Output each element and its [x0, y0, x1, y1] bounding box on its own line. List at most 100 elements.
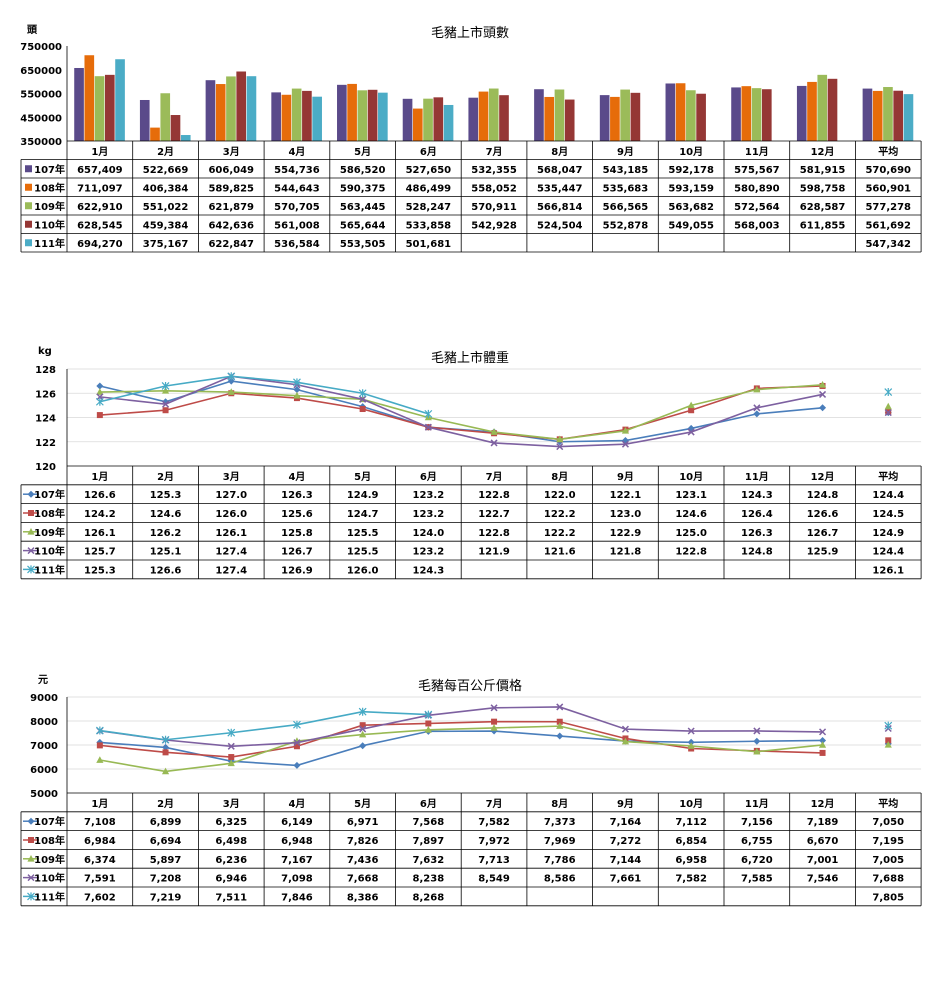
- data-label: 6,984: [84, 836, 116, 847]
- data-label: 611,855: [800, 220, 846, 231]
- data-label: 124.3: [413, 565, 445, 576]
- legend-swatch: [25, 220, 32, 228]
- legend-swatch: [25, 183, 32, 191]
- bar: [236, 71, 247, 141]
- data-label: 563,682: [668, 202, 714, 213]
- series-line: [99, 725, 823, 773]
- category-label: 12月: [811, 146, 835, 158]
- data-label: 126.0: [215, 509, 247, 520]
- data-label: 553,505: [340, 239, 386, 250]
- bar: [226, 76, 236, 141]
- data-label: 552,878: [603, 220, 649, 231]
- data-label: 124.9: [347, 490, 379, 501]
- legend-label: 110年: [34, 218, 65, 231]
- data-label: 6,694: [150, 836, 182, 847]
- data-label: 5,897: [150, 855, 182, 866]
- data-label: 124.3: [741, 490, 773, 501]
- data-point-8: [621, 725, 629, 733]
- bar: [215, 84, 226, 141]
- data-label: 628,545: [77, 220, 123, 231]
- data-label: 7,546: [807, 874, 839, 885]
- data-label: 123.2: [413, 547, 445, 558]
- data-point-legend: [27, 817, 35, 825]
- data-label: 122.1: [610, 490, 642, 501]
- data-label: 8,268: [413, 892, 445, 903]
- legend-label: 107年: [34, 163, 65, 176]
- data-label: 6,325: [215, 817, 247, 828]
- data-label: 532,355: [471, 165, 517, 176]
- data-point-12: [884, 388, 893, 397]
- category-label: 6月: [420, 798, 437, 810]
- y-axis-unit: kg: [38, 346, 52, 357]
- data-label: 126.6: [807, 509, 839, 520]
- data-point-4: [359, 730, 367, 738]
- data-label: 126.1: [872, 565, 904, 576]
- bar: [104, 74, 115, 141]
- y-tick-label: 750000: [20, 42, 62, 53]
- data-label: 126.0: [347, 565, 379, 576]
- data-label: 6,971: [347, 817, 379, 828]
- data-label: 7,632: [413, 855, 445, 866]
- data-label: 7,050: [872, 817, 904, 828]
- bar: [468, 97, 479, 141]
- data-label: 7,156: [741, 817, 773, 828]
- data-label: 122.8: [675, 547, 707, 558]
- data-label: 121.6: [544, 547, 576, 558]
- data-point-0: [96, 742, 103, 749]
- data-label: 561,008: [274, 220, 320, 231]
- category-label: 6月: [420, 146, 437, 158]
- data-point-10: [753, 737, 761, 745]
- data-label: 528,247: [406, 202, 452, 213]
- data-label: 522,669: [143, 165, 189, 176]
- data-label: 570,705: [274, 202, 320, 213]
- bar: [139, 99, 150, 141]
- data-label: 126.9: [281, 565, 313, 576]
- data-point-12: [885, 737, 892, 744]
- legend-swatch: [25, 202, 32, 210]
- series-line: [99, 375, 823, 448]
- data-label: 575,567: [734, 165, 780, 176]
- data-point-1: [161, 387, 170, 394]
- data-point-legend: [28, 837, 34, 843]
- bar: [443, 104, 454, 141]
- data-point-1: [162, 400, 170, 408]
- y-tick-label: 122: [35, 438, 56, 449]
- data-label: 123.1: [675, 490, 707, 501]
- legend-swatch: [25, 165, 32, 173]
- data-label: 124.6: [150, 509, 182, 520]
- data-point-legend: [27, 892, 35, 901]
- data-label: 122.0: [544, 490, 576, 501]
- data-label: 6,149: [281, 817, 313, 828]
- y-tick-label: 128: [35, 365, 56, 376]
- data-label: 125.5: [347, 528, 379, 539]
- data-point-9: [687, 742, 695, 749]
- data-label: 544,643: [274, 183, 320, 194]
- y-tick-label: 9000: [30, 693, 58, 704]
- legend-label: 108年: [34, 181, 65, 194]
- data-point-3: [293, 720, 301, 729]
- data-label: 124.8: [741, 547, 773, 558]
- data-label: 124.9: [872, 528, 904, 539]
- category-label: 8月: [551, 471, 568, 483]
- data-point-11: [818, 741, 827, 748]
- data-label: 527,650: [406, 165, 452, 176]
- data-label: 125.3: [150, 490, 182, 501]
- data-label: 572,564: [734, 202, 780, 213]
- data-point-4: [359, 395, 367, 403]
- y-tick-label: 550000: [20, 90, 62, 101]
- bar: [817, 74, 828, 141]
- data-label: 621,879: [208, 202, 254, 213]
- data-point-1: [161, 381, 170, 390]
- data-point-legend: [27, 874, 35, 882]
- bar: [150, 127, 160, 141]
- bar: [499, 95, 509, 141]
- data-label: 6,374: [84, 855, 116, 866]
- data-label: 7,436: [347, 855, 379, 866]
- bar: [883, 87, 893, 141]
- data-label: 549,055: [668, 220, 714, 231]
- bar: [170, 115, 181, 141]
- data-label: 375,167: [143, 239, 189, 250]
- data-label: 586,520: [340, 165, 386, 176]
- bar: [696, 93, 706, 141]
